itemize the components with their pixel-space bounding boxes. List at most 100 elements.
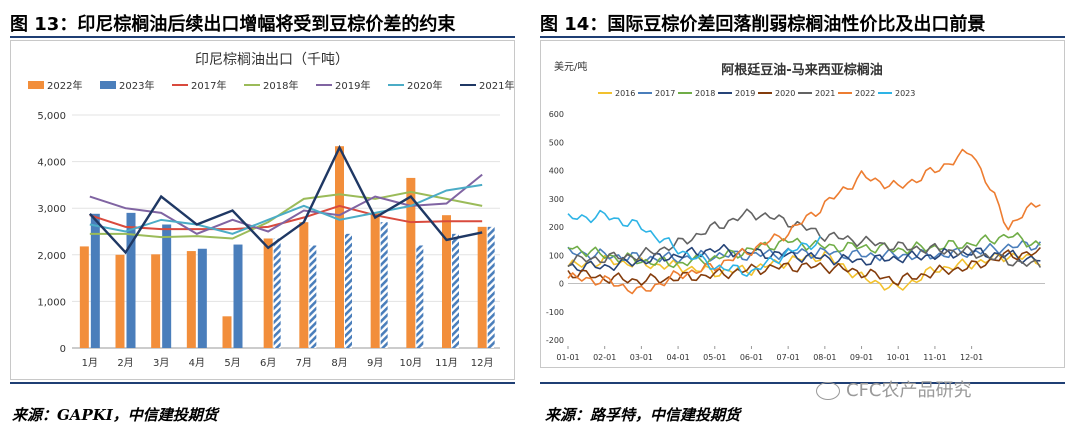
left-lines [88, 144, 483, 255]
right-chart-frame [540, 40, 1065, 368]
right-source-note: 来源：路孚特，中信建投期货 [545, 406, 741, 424]
hatched-bar-10 [416, 245, 424, 348]
left-source-note: 来源：GAPKI，中信建投期货 [12, 406, 218, 424]
x-tick-label-1: 02-01 [593, 353, 616, 362]
right-lines [567, 148, 1042, 295]
right-line-chart: 美元/吨 阿根廷豆油-马来西亚棕榈油 2016 2017 2018 2019 2020 2… [540, 40, 1065, 368]
x-tick-label-11: 12-01 [960, 353, 983, 362]
y-tick-label-1: -100 [546, 308, 564, 317]
left-bottom-rule [10, 382, 515, 384]
legend-label-2022: 2022 [855, 89, 875, 98]
legend-label-2021: 2021年 [479, 79, 514, 92]
y-tick-label-0: 0 [60, 344, 66, 355]
y-tick-label-4: 200 [549, 223, 564, 232]
figure-13-title: 图 13：印尼棕榈油后续出口增幅将受到豆棕价差的约束 [10, 14, 456, 35]
bar-2023-2 [126, 212, 136, 348]
bar-2022-4 [186, 251, 196, 348]
hatched-bar-9 [380, 222, 388, 348]
bar-2022-5 [222, 316, 232, 348]
legend-label-2021: 2021 [815, 89, 835, 98]
legend-label-2019: 2019 [735, 89, 755, 98]
y-tick-label-5: 300 [549, 195, 564, 204]
bar-2022-1 [79, 246, 89, 348]
x-tick-label-10: 11-01 [923, 353, 946, 362]
bar-2022-11 [442, 215, 451, 348]
bar-2022-2 [115, 254, 125, 348]
wechat-icon [816, 382, 840, 400]
line-series-2021 [88, 144, 483, 255]
right-y-unit-label: 美元/吨 [554, 60, 587, 73]
watermark: CFC农产品研究 [816, 376, 972, 402]
right-chart-title: 阿根廷豆油-马来西亚棕榈油 [721, 62, 882, 78]
line-series-2023 [567, 209, 822, 277]
x-tick-label-11: 11月 [435, 357, 458, 369]
y-tick-label-0: -200 [546, 336, 564, 345]
y-tick-label-5: 5,000 [37, 111, 66, 122]
right-title-rule [540, 36, 1065, 38]
legend-label-2019: 2019年 [335, 79, 370, 92]
x-tick-label-3: 04-01 [666, 353, 689, 362]
line-series-2018 [567, 232, 1041, 269]
x-tick-label-9: 10-01 [887, 353, 910, 362]
bar-2022-8 [335, 146, 344, 348]
x-tick-label-2: 2月 [117, 357, 133, 369]
bar-2022-9 [370, 212, 380, 348]
x-tick-label-9: 9月 [367, 357, 383, 369]
y-tick-label-2: 2,000 [37, 251, 66, 262]
y-tick-label-8: 600 [549, 110, 564, 119]
line-series-2021 [567, 208, 1042, 268]
right-y-axis: -200 -100 0 100 200 300 400 500 600 [546, 110, 564, 345]
hatched-bar-8 [345, 233, 352, 348]
x-tick-label-0: 01-01 [556, 353, 579, 362]
hatched-bar-11 [452, 233, 459, 348]
watermark-text: CFC农产品研究 [846, 380, 972, 401]
x-tick-label-4: 05-01 [703, 353, 726, 362]
legend-label-2022: 2022年 [47, 79, 82, 92]
y-tick-label-6: 400 [549, 167, 564, 176]
y-tick-label-4: 4,000 [37, 158, 66, 169]
x-tick-label-4: 4月 [189, 357, 205, 369]
right-x-axis: 01-01 02-01 03-01 04-01 05-01 06-01 07-01 08-01… [556, 346, 983, 362]
left-chart-title: 印尼棕榈油出口（千吨） [195, 52, 349, 68]
x-tick-label-6: 6月 [260, 357, 276, 369]
y-tick-label-1: 1,000 [37, 297, 66, 308]
legend-label-2017: 2017年 [191, 79, 226, 92]
y-tick-label-3: 3,000 [37, 204, 66, 215]
right-bottom-rule [540, 382, 1065, 384]
x-tick-label-8: 8月 [331, 357, 347, 369]
left-y-axis: 0 1,000 2,000 3,000 4,000 5,000 [37, 111, 66, 355]
line-series-2017 [89, 204, 483, 231]
y-tick-label-7: 500 [549, 138, 564, 147]
line-series-2018 [89, 190, 483, 240]
x-tick-label-8: 09-01 [850, 353, 873, 362]
left-bars [79, 146, 495, 348]
x-tick-label-5: 06-01 [740, 353, 763, 362]
left-x-axis: 1月 2月 3月 4月 5月 6月 7月 8月 9月 10月 11月 12月 [82, 357, 494, 369]
bar-2023-4 [197, 248, 207, 348]
legend-label-2023: 2023 [895, 89, 915, 98]
bar-2022-3 [151, 254, 161, 348]
left-bar-chart: 印尼棕榈油出口（千吨） 2022年 2023年 2017年 2018年 2019年 202… [10, 40, 515, 380]
hatched-bar-7 [309, 245, 317, 348]
x-tick-label-5: 5月 [224, 357, 240, 369]
line-series-2022 [567, 148, 1041, 295]
legend-label-2016: 2016 [615, 89, 635, 98]
legend-label-2023: 2023年 [119, 79, 154, 92]
x-tick-label-1: 1月 [82, 357, 98, 369]
x-tick-label-10: 10月 [399, 357, 422, 369]
bar-2023-3 [162, 224, 172, 348]
x-tick-label-7: 08-01 [813, 353, 836, 362]
x-tick-label-2: 03-01 [630, 353, 653, 362]
bar-2022-7 [299, 222, 309, 348]
hatched-bar-6 [273, 238, 281, 348]
line-series-2020 [567, 246, 1041, 286]
x-tick-label-3: 3月 [153, 357, 169, 369]
hatched-bar-12 [487, 226, 495, 348]
bar-2022-12 [477, 226, 487, 348]
legend-label-2020: 2020 [775, 89, 795, 98]
legend-label-2018: 2018年 [263, 79, 298, 92]
figure-14-title: 图 14：国际豆棕价差回落削弱棕榈油性价比及出口前景 [540, 14, 986, 35]
x-tick-label-12: 12月 [471, 357, 494, 369]
legend-label-2017: 2017 [655, 89, 675, 98]
bar-2023-5 [233, 244, 243, 348]
